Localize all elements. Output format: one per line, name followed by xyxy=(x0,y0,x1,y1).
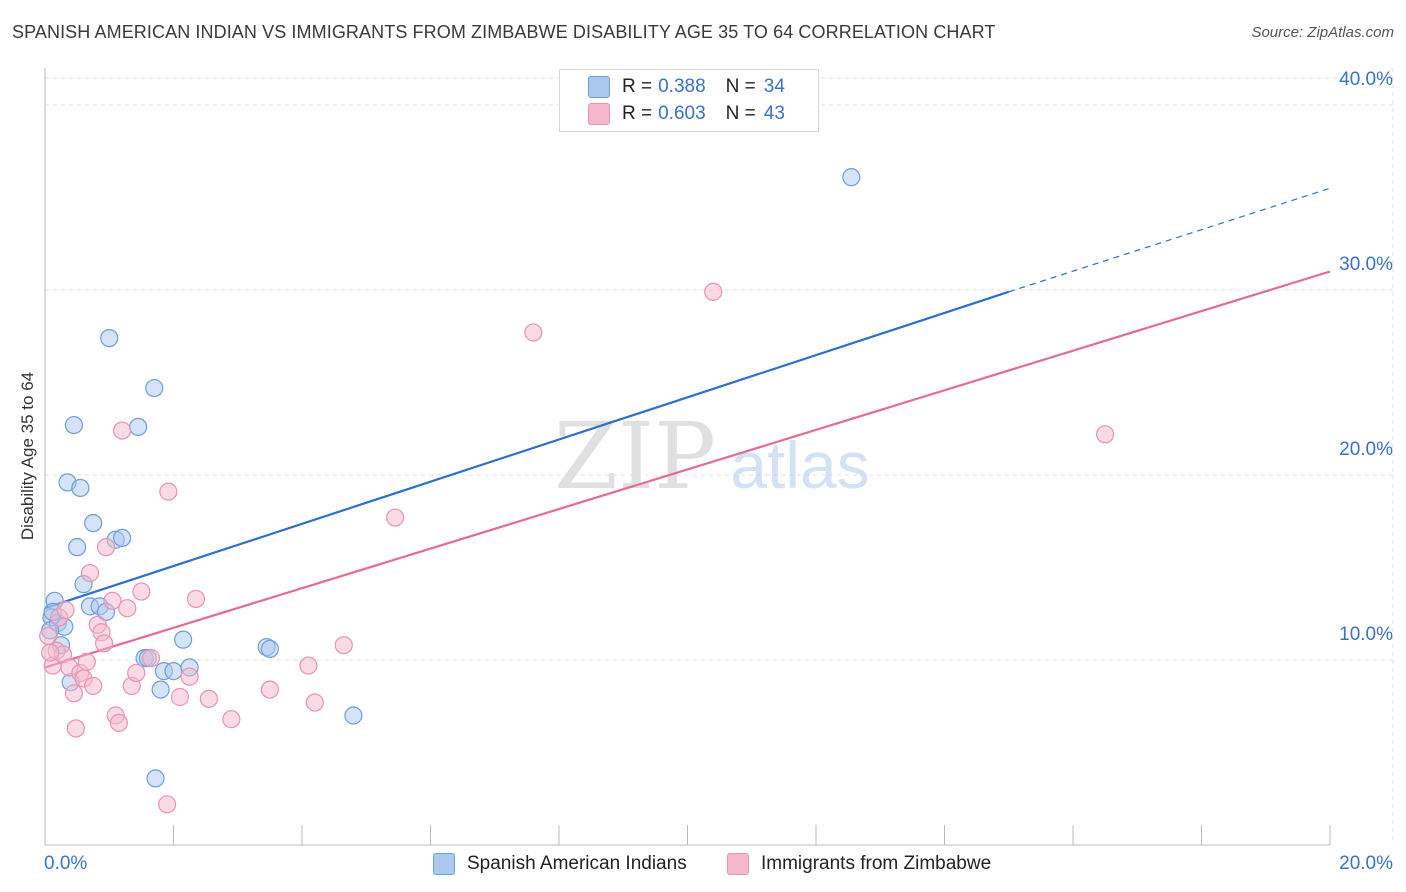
data-point-immigrants-from-zimbabwe xyxy=(222,710,241,729)
pink-swatch xyxy=(727,853,749,875)
data-point-spanish-american-indians xyxy=(112,528,132,548)
data-point-spanish-american-indians xyxy=(100,329,119,348)
data-point-immigrants-from-zimbabwe xyxy=(77,652,96,671)
pink-swatch xyxy=(588,103,610,125)
data-point-spanish-american-indians xyxy=(151,680,170,699)
data-point-spanish-american-indians xyxy=(145,378,164,398)
data-point-immigrants-from-zimbabwe xyxy=(80,563,100,583)
data-point-immigrants-from-zimbabwe xyxy=(260,680,279,699)
data-point-spanish-american-indians xyxy=(129,417,148,436)
data-point-spanish-american-indians xyxy=(164,661,183,681)
trend-line-extension-spanish-american-indians xyxy=(1008,187,1331,293)
data-point-immigrants-from-zimbabwe xyxy=(180,667,199,686)
legend-label: Immigrants from Zimbabwe xyxy=(761,853,992,874)
data-point-immigrants-from-zimbabwe xyxy=(103,591,122,610)
blue-swatch xyxy=(588,76,610,98)
y-tick-label: 20.0% xyxy=(1339,439,1393,460)
r-value: 0.603 xyxy=(658,103,706,124)
data-point-immigrants-from-zimbabwe xyxy=(95,634,114,653)
grid-lines xyxy=(45,68,1394,845)
data-point-immigrants-from-zimbabwe xyxy=(84,676,103,696)
trend-lines xyxy=(44,187,1331,669)
data-point-immigrants-from-zimbabwe xyxy=(159,482,178,501)
watermark-zip: ZIP xyxy=(554,403,716,510)
data-point-immigrants-from-zimbabwe xyxy=(186,589,206,609)
axes xyxy=(44,68,1331,846)
r-label: R = xyxy=(622,76,653,97)
data-point-immigrants-from-zimbabwe xyxy=(157,795,177,814)
data-point-immigrants-from-zimbabwe xyxy=(305,693,324,712)
r-label: R = xyxy=(622,103,653,124)
data-point-immigrants-from-zimbabwe xyxy=(199,689,218,708)
data-point-spanish-american-indians xyxy=(64,415,84,435)
x-tick-label: 0.0% xyxy=(44,853,87,874)
legend-label: Spanish American Indians xyxy=(467,853,687,874)
n-value: 43 xyxy=(763,103,785,124)
data-point-immigrants-from-zimbabwe xyxy=(170,687,190,707)
data-points xyxy=(39,168,1115,814)
data-point-spanish-american-indians xyxy=(68,538,87,557)
data-point-immigrants-from-zimbabwe xyxy=(66,719,85,738)
data-point-immigrants-from-zimbabwe xyxy=(109,713,128,733)
data-point-immigrants-from-zimbabwe xyxy=(112,421,132,440)
stats-legend-row-blue: R = 0.388 N = 34 xyxy=(588,75,785,99)
data-point-immigrants-from-zimbabwe xyxy=(299,656,318,675)
x-tick-label: 20.0% xyxy=(1339,853,1393,874)
data-point-immigrants-from-zimbabwe xyxy=(132,582,151,601)
data-point-immigrants-from-zimbabwe xyxy=(118,599,137,618)
legend-item-spanish-american-indians: Spanish American Indians xyxy=(433,852,687,876)
stats-legend-row-pink: R = 0.603 N = 43 xyxy=(588,102,785,126)
data-point-spanish-american-indians xyxy=(71,478,90,498)
data-point-spanish-american-indians xyxy=(84,513,103,533)
y-tick-label: 10.0% xyxy=(1339,624,1393,645)
source-credit: Source: ZipAtlas.com xyxy=(1251,24,1394,41)
data-point-spanish-american-indians xyxy=(842,168,861,187)
n-label: N = xyxy=(725,76,756,97)
stats-legend: R = 0.388 N = 34 R = 0.603 N = 43 xyxy=(559,69,819,132)
data-point-spanish-american-indians xyxy=(174,630,193,649)
data-point-immigrants-from-zimbabwe xyxy=(524,323,543,342)
chart-title: SPANISH AMERICAN INDIAN VS IMMIGRANTS FR… xyxy=(12,22,996,42)
trend-line-immigrants-from-zimbabwe xyxy=(44,270,1331,669)
watermark: ZIP atlas xyxy=(554,403,870,510)
y-tick-label: 30.0% xyxy=(1339,254,1393,275)
data-point-immigrants-from-zimbabwe xyxy=(127,663,146,683)
blue-swatch xyxy=(433,853,455,875)
watermark-atlas: atlas xyxy=(730,428,869,502)
data-point-spanish-american-indians xyxy=(146,769,165,788)
data-point-spanish-american-indians xyxy=(260,639,279,659)
data-point-immigrants-from-zimbabwe xyxy=(386,508,405,527)
data-point-immigrants-from-zimbabwe xyxy=(141,649,161,668)
data-point-immigrants-from-zimbabwe xyxy=(64,684,84,703)
data-point-immigrants-from-zimbabwe xyxy=(1096,425,1115,444)
data-point-immigrants-from-zimbabwe xyxy=(334,636,353,655)
n-label: N = xyxy=(725,103,756,124)
data-point-immigrants-from-zimbabwe xyxy=(96,538,116,557)
data-point-spanish-american-indians xyxy=(344,706,363,725)
legend-item-immigrants-from-zimbabwe: Immigrants from Zimbabwe xyxy=(727,852,991,876)
data-point-immigrants-from-zimbabwe xyxy=(704,282,723,301)
n-value: 34 xyxy=(763,76,785,97)
trend-line-spanish-american-indians xyxy=(44,290,1010,610)
r-value: 0.388 xyxy=(658,76,706,97)
tick-labels: 10.0% 20.0% 30.0% 40.0% 0.0% 20.0% xyxy=(44,69,1393,874)
data-point-immigrants-from-zimbabwe xyxy=(56,600,75,620)
y-tick-label: 40.0% xyxy=(1339,69,1393,90)
data-point-immigrants-from-zimbabwe xyxy=(39,626,58,646)
data-point-immigrants-from-zimbabwe xyxy=(41,643,60,662)
